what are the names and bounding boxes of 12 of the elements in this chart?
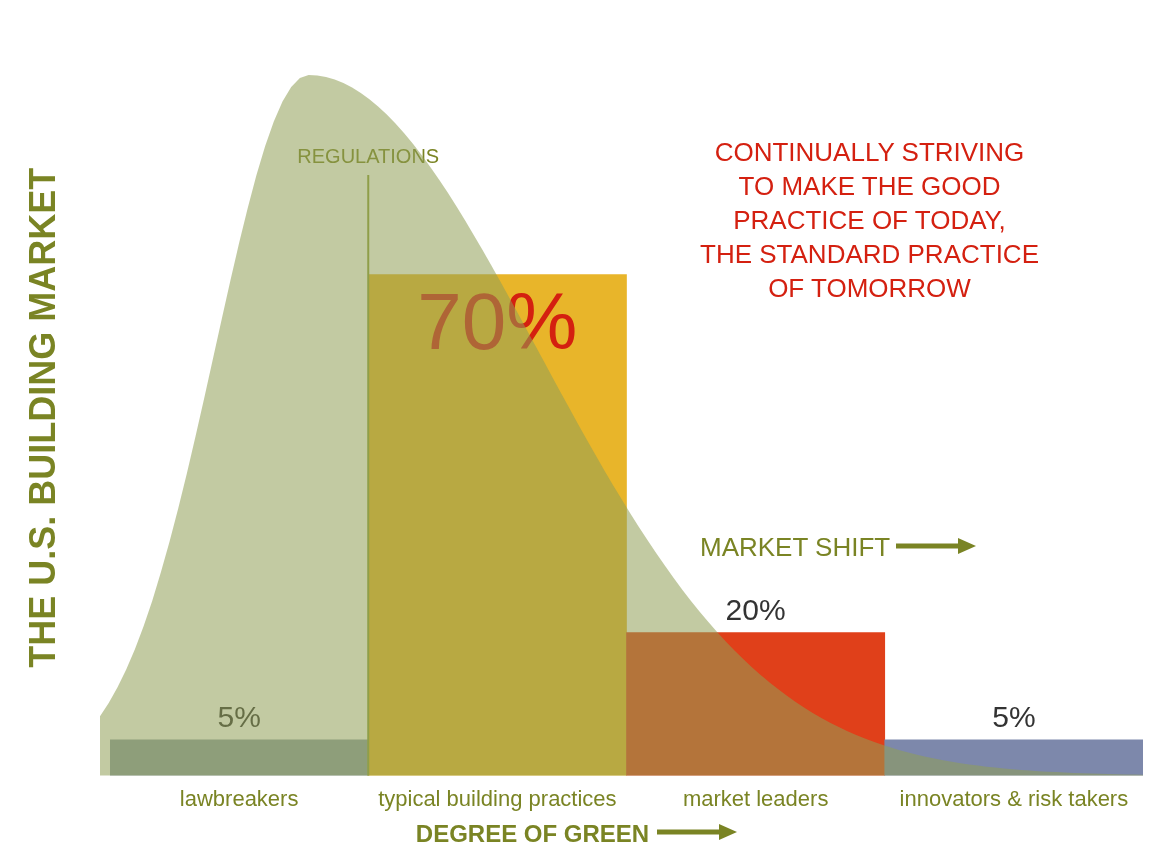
x-axis-title: DEGREE OF GREEN: [415, 820, 650, 847]
x-tick-label: market leaders: [682, 785, 829, 811]
annotation: MARKET SHIFT: [700, 532, 891, 562]
x-tick-label: typical building practices: [378, 785, 617, 811]
data-label: 20%: [725, 592, 786, 626]
data-label: 70%: [417, 276, 578, 366]
x-tick-label: innovators & risk takers: [899, 785, 1129, 811]
annotation: CONTINUALLY STRIVING TO MAKE THE GOOD PRACTICE OF TODAY, THE STANDARD PRACTICE OF TOMORROW: [700, 137, 1039, 303]
data-label: 5%: [217, 700, 261, 734]
y-axis-title: THE U.S. BUILDING MARKET: [21, 167, 63, 668]
data-label: 5%: [992, 700, 1036, 734]
x-tick-label: lawbreakers: [179, 785, 299, 811]
